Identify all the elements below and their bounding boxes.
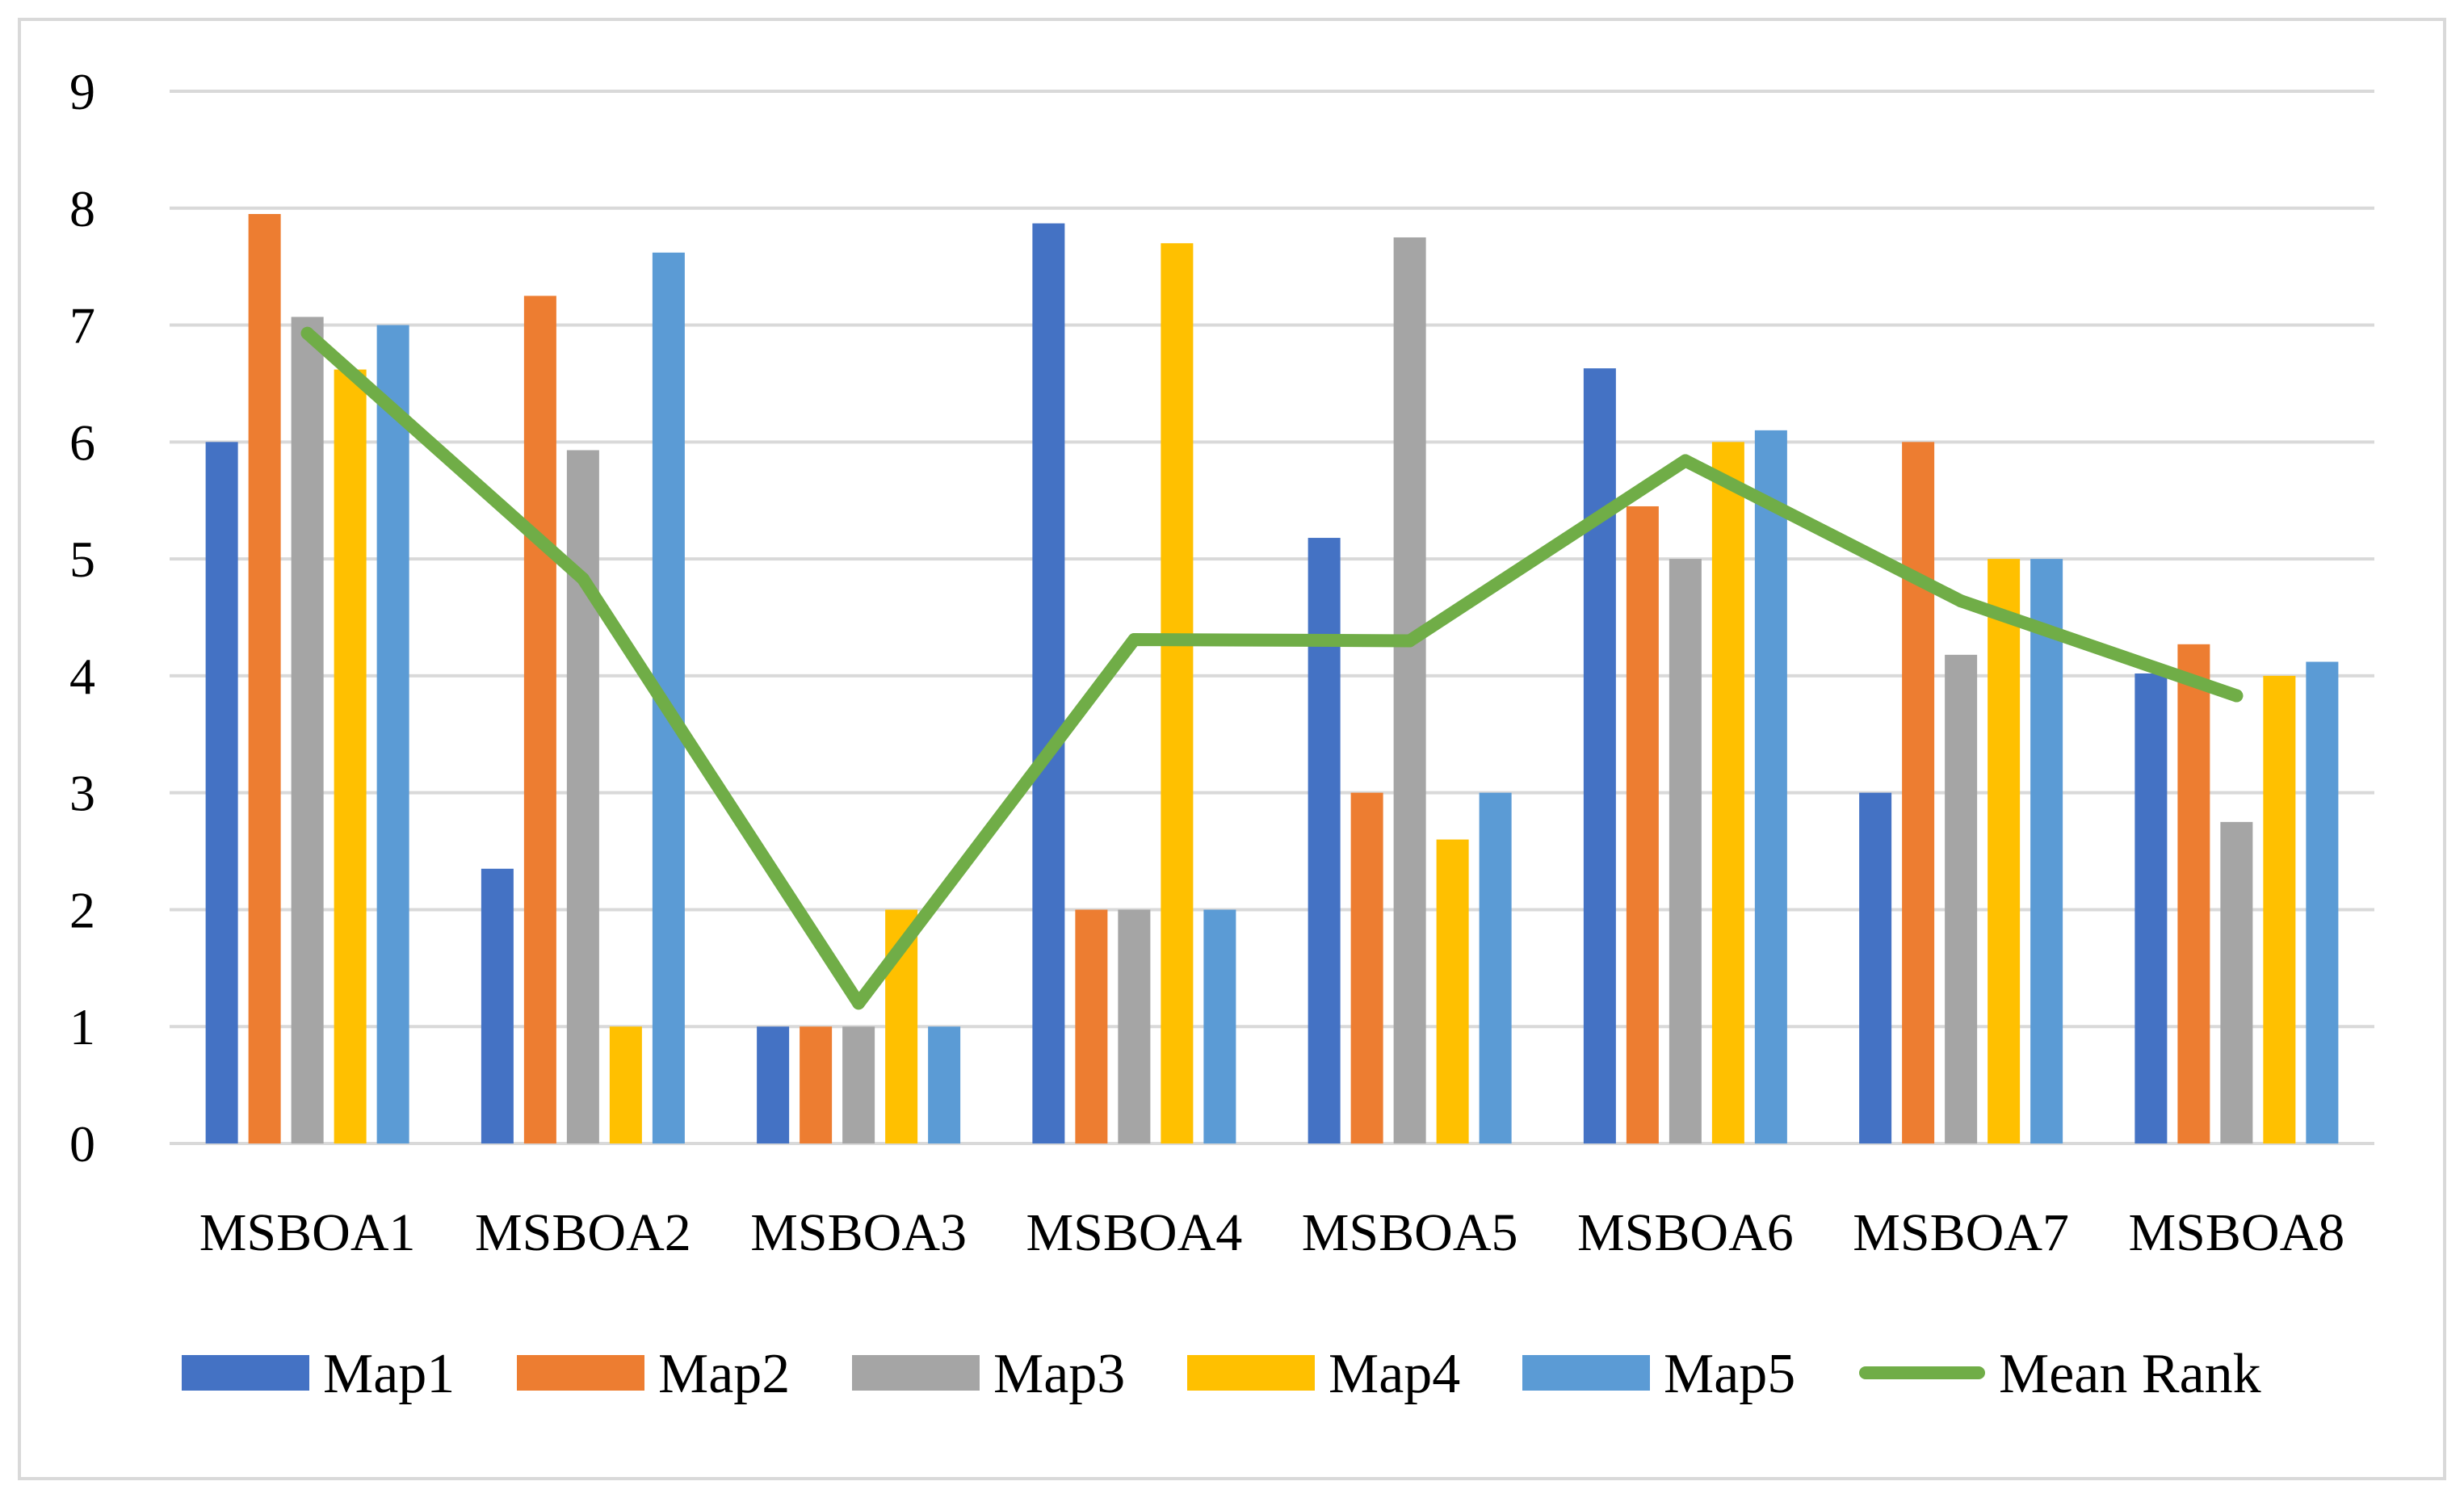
bar-map3-msboa2 — [566, 450, 599, 1143]
legend-swatch-map1 — [182, 1355, 309, 1391]
bar-map1-msboa2 — [481, 868, 514, 1143]
bar-map2-msboa5 — [1350, 792, 1383, 1143]
bar-map4-msboa7 — [1988, 559, 2021, 1143]
bars — [205, 214, 2339, 1144]
bar-map1-msboa6 — [1583, 368, 1616, 1144]
y-tick-label-3: 3 — [69, 765, 95, 822]
bar-map5-msboa5 — [1479, 792, 1512, 1143]
bar-map4-msboa4 — [1161, 243, 1194, 1143]
bar-map5-msboa1 — [376, 325, 409, 1143]
bar-map2-msboa4 — [1075, 909, 1108, 1143]
x-category-label-msboa3: MSBOA3 — [750, 1203, 967, 1262]
legend-label-map5: Map5 — [1664, 1343, 1795, 1405]
y-tick-label-7: 7 — [69, 297, 95, 355]
legend: Map1 Map2 Map3 Map4 Map5 Mean Rank — [182, 1343, 2261, 1405]
mean-rank-line — [300, 326, 2244, 1010]
line-point-mean-rank-msboa5 — [1403, 634, 1417, 648]
bar-map2-msboa3 — [800, 1026, 833, 1143]
x-category-label-msboa5: MSBOA5 — [1302, 1203, 1518, 1262]
y-tick-label-9: 9 — [69, 63, 95, 120]
bar-map4-msboa8 — [2263, 675, 2296, 1143]
y-tick-label-0: 0 — [69, 1115, 95, 1173]
bar-map5-msboa4 — [1203, 909, 1236, 1143]
legend-label-map2: Map2 — [658, 1343, 790, 1405]
bar-map1-msboa8 — [2134, 673, 2168, 1143]
bar-map2-msboa6 — [1626, 506, 1659, 1143]
y-tick-label-6: 6 — [69, 413, 95, 471]
legend-label-map3: Map3 — [993, 1343, 1125, 1405]
bar-map5-msboa6 — [1754, 430, 1787, 1143]
x-category-label-msboa7: MSBOA7 — [1853, 1203, 2069, 1262]
bar-map5-msboa7 — [2030, 559, 2063, 1143]
x-category-label-msboa8: MSBOA8 — [2129, 1203, 2345, 1262]
x-category-label-msboa4: MSBOA4 — [1026, 1203, 1243, 1262]
bar-map3-msboa5 — [1393, 237, 1426, 1144]
x-category-label-msboa6: MSBOA6 — [1577, 1203, 1794, 1262]
y-tick-label-8: 8 — [69, 180, 95, 237]
bar-map1-msboa1 — [205, 442, 238, 1143]
bar-map3-msboa1 — [291, 317, 324, 1143]
bar-map4-msboa2 — [609, 1026, 642, 1143]
bar-map1-msboa7 — [1859, 792, 1892, 1143]
legend-swatch-map2 — [517, 1355, 644, 1391]
x-category-label-msboa2: MSBOA2 — [475, 1203, 691, 1262]
legend-swatch-map4 — [1187, 1355, 1315, 1391]
legend-swatch-map5 — [1522, 1355, 1650, 1391]
bar-map1-msboa3 — [757, 1026, 790, 1143]
legend-label-mean-rank: Mean Rank — [1999, 1343, 2261, 1405]
line-mean-rank — [300, 326, 2244, 1010]
bar-map2-msboa1 — [248, 214, 281, 1144]
y-tick-label-1: 1 — [69, 998, 95, 1055]
y-tick-label-4: 4 — [69, 648, 95, 705]
line-point-mean-rank-msboa2 — [576, 572, 590, 585]
bar-map3-msboa4 — [1118, 909, 1151, 1143]
legend-label-map1: Map1 — [323, 1343, 455, 1405]
bar-map4-msboa6 — [1711, 442, 1744, 1143]
x-category-label-msboa1: MSBOA1 — [199, 1203, 416, 1262]
legend-swatch-map3 — [852, 1355, 980, 1391]
y-tick-label-5: 5 — [69, 531, 95, 588]
x-axis-category-labels: MSBOA1 MSBOA2 MSBOA3 MSBOA4 MSBOA5 MSBOA6 MSBO… — [199, 1203, 2345, 1262]
bar-map1-msboa4 — [1032, 223, 1065, 1143]
legend-label-map4: Map4 — [1329, 1343, 1460, 1405]
bar-map3-msboa8 — [2220, 821, 2253, 1143]
line-point-mean-rank-msboa7 — [1954, 594, 1968, 608]
bar-map4-msboa1 — [334, 369, 367, 1143]
line-point-mean-rank-msboa3 — [852, 997, 866, 1010]
line-point-mean-rank-msboa6 — [1678, 454, 1692, 468]
y-tick-label-2: 2 — [69, 881, 95, 938]
bar-map2-msboa2 — [523, 296, 556, 1144]
y-axis-tick-labels: 0 1 2 3 4 5 6 7 8 9 — [69, 63, 95, 1173]
line-point-mean-rank-msboa8 — [2230, 689, 2244, 703]
bar-map5-msboa3 — [928, 1026, 961, 1143]
bar-map4-msboa5 — [1436, 839, 1469, 1143]
line-point-mean-rank-msboa4 — [1127, 633, 1141, 647]
bar-map5-msboa8 — [2306, 661, 2339, 1143]
bar-map1-msboa5 — [1308, 538, 1341, 1143]
line-point-mean-rank-msboa1 — [300, 326, 314, 340]
bar-map3-msboa7 — [1945, 654, 1978, 1143]
bar-map3-msboa3 — [842, 1026, 875, 1143]
bar-map2-msboa7 — [1902, 442, 1935, 1143]
bar-map2-msboa8 — [2177, 644, 2210, 1143]
bar-map3-msboa6 — [1669, 559, 1702, 1143]
